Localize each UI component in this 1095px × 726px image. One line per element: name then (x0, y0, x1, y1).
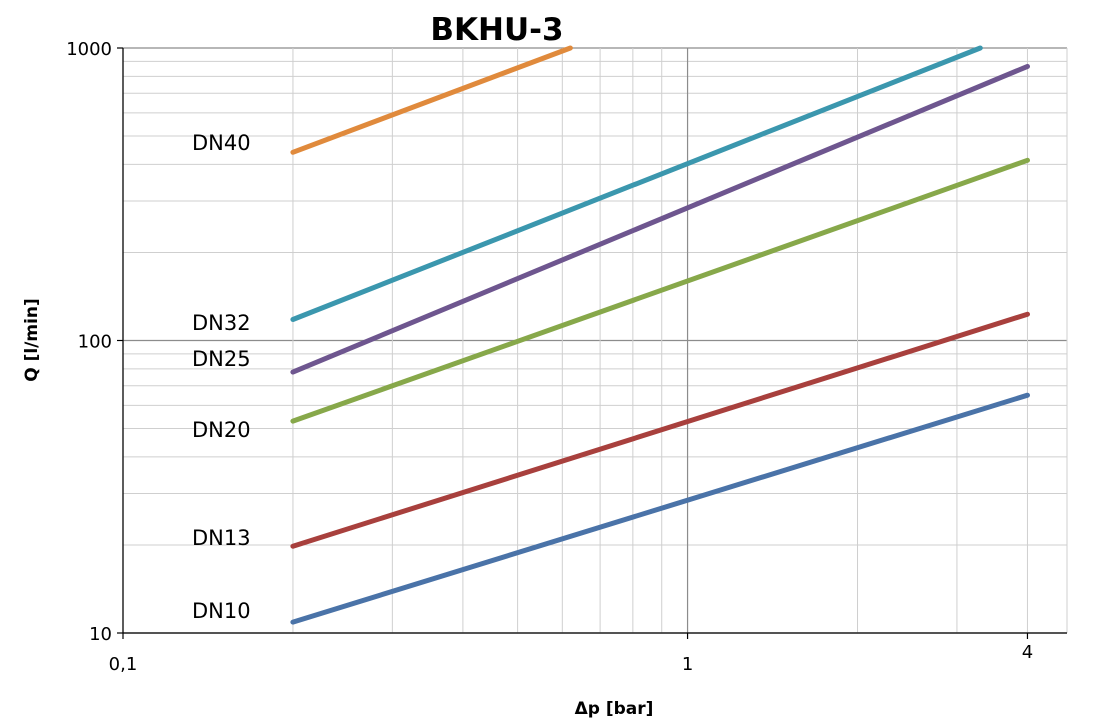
tick-labels: 10 100 1000 0,1 1 4 (66, 39, 1033, 675)
series-label-dn10: DN10 (192, 599, 251, 623)
series-line-dn10 (290, 392, 1030, 625)
chart-title: BKHU-3 (430, 12, 563, 48)
grid (122, 47, 1068, 634)
x-tick-label: 1 (682, 654, 693, 675)
x-tick-label: 0,1 (109, 654, 138, 675)
x-axis-label: Δp [bar] (575, 699, 654, 719)
series-label-dn32: DN32 (192, 311, 251, 335)
series-line-dn20 (290, 157, 1030, 424)
series-labels: DN10 DN13 DN20 DN25 DN32 DN40 (192, 131, 251, 623)
series-label-dn25: DN25 (192, 347, 251, 371)
series-label-dn13: DN13 (192, 526, 251, 550)
x-tick-label: 4 (1022, 642, 1033, 663)
y-tick-label: 1000 (66, 39, 112, 60)
y-tick-label: 100 (78, 332, 112, 353)
series-label-dn20: DN20 (192, 418, 251, 442)
series-line-dn40 (290, 45, 573, 155)
series-label-dn40: DN40 (192, 131, 251, 155)
series-line-dn25 (290, 63, 1030, 375)
y-tick-label: 10 (89, 624, 112, 645)
series-line-dn13 (290, 311, 1030, 549)
series-line-dn32 (290, 45, 983, 322)
y-axis-label: Q [l/min] (22, 298, 42, 382)
series-lines (290, 45, 1030, 625)
axes (117, 47, 1067, 639)
